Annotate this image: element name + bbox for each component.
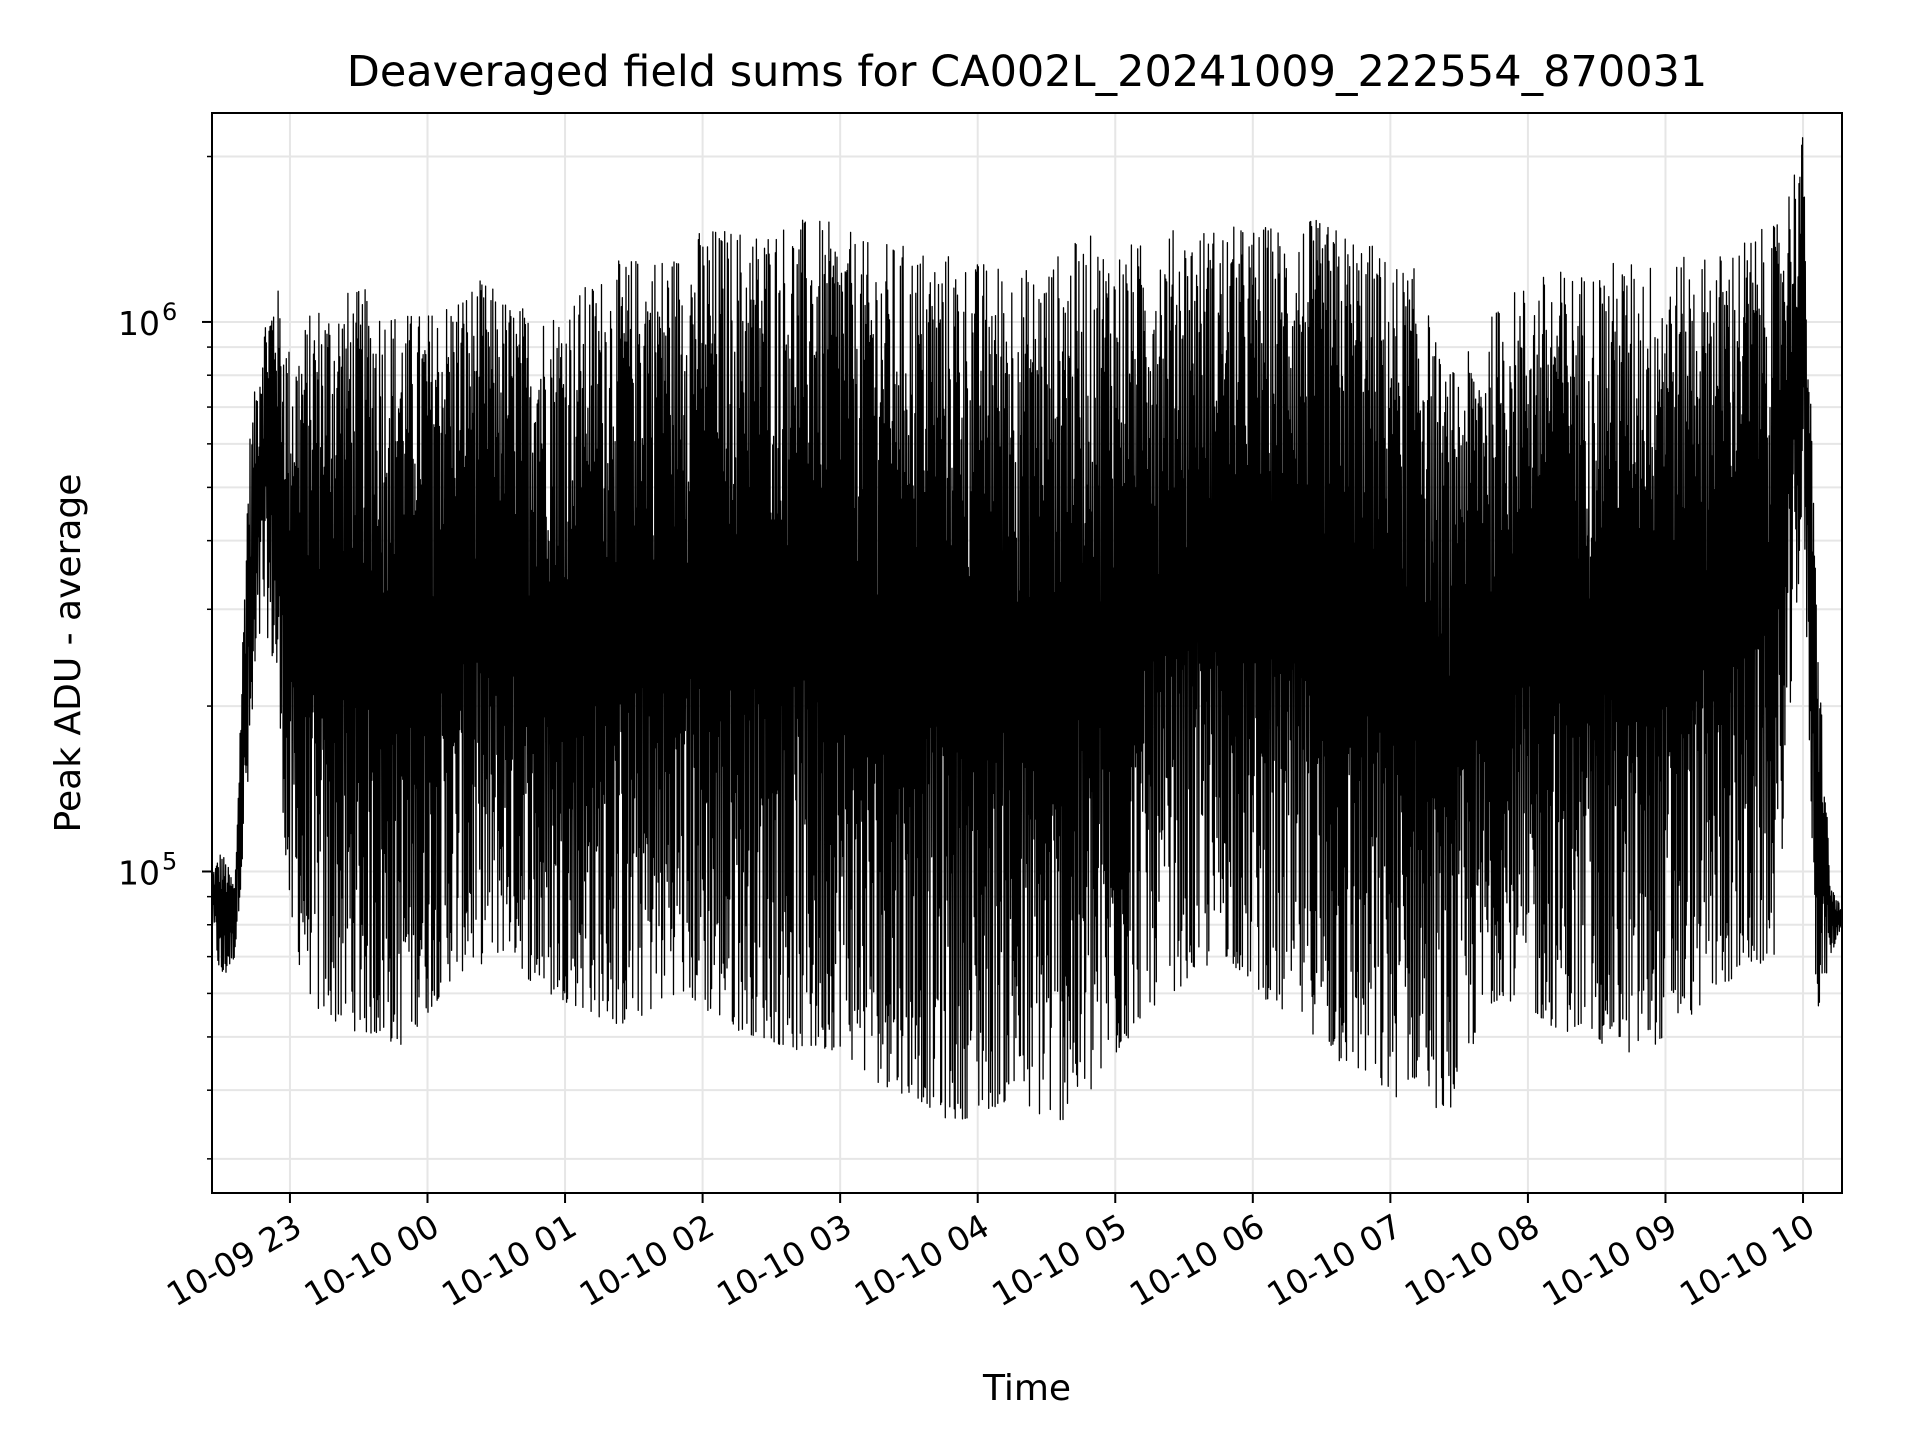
x-tick-label: 10-10 09 [1535,1206,1683,1314]
y-axis-title: Peak ADU - average [48,474,89,833]
x-tick-label: 10-10 10 [1673,1206,1821,1314]
x-tick-label: 10-10 02 [573,1206,721,1314]
x-tick-label: 10-10 07 [1260,1206,1408,1314]
plot-area-frame [211,112,1843,1194]
x-tick-label: 10-10 08 [1398,1206,1546,1314]
y-tick-exponent: 6 [162,298,177,326]
x-tick-label: 10-09 23 [160,1206,308,1314]
y-tick-exponent: 5 [162,847,177,875]
x-tick-label: 10-10 01 [435,1206,583,1314]
x-tick-label: 10-10 04 [848,1206,996,1314]
x-tick-label: 10-10 06 [1123,1206,1271,1314]
x-tick-label: 10-10 00 [298,1206,446,1314]
x-tick-label: 10-10 05 [985,1206,1133,1314]
y-tick-label: 10 [118,304,160,343]
series-polyline [211,137,1843,1121]
x-tick-label: 10-10 03 [710,1206,858,1314]
y-tick-label: 10 [118,853,160,892]
chart-title: Deaveraged field sums for CA002L_2024100… [347,47,1708,97]
series-line [211,137,1843,1121]
x-axis-title: Time [982,1368,1071,1409]
